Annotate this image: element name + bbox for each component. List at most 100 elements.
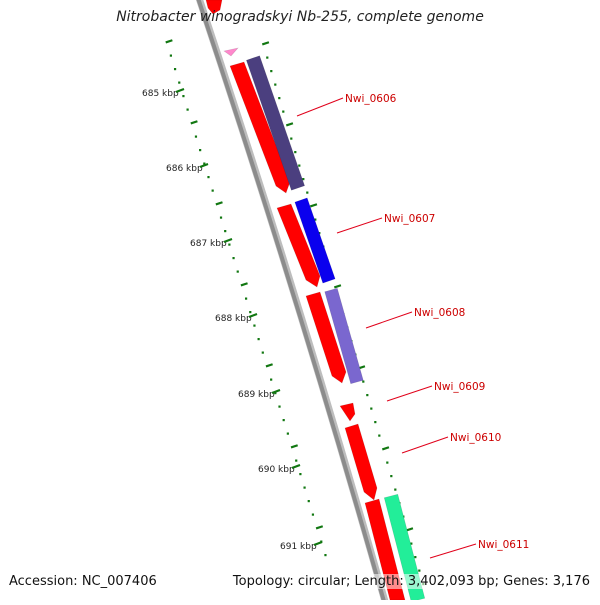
inner-tick-9 xyxy=(203,162,206,165)
outer-tick-10 xyxy=(302,178,305,181)
inner-tick-15 xyxy=(228,243,231,246)
outer-tick-29 xyxy=(378,434,381,437)
inner-tick-7 xyxy=(194,135,198,138)
inner-tick-14 xyxy=(224,230,227,233)
scale-label-4: 689 kbp xyxy=(238,390,275,400)
gene-0609-arrow xyxy=(339,402,356,422)
inner-tick-38 xyxy=(324,554,327,557)
cds-0607-bar xyxy=(294,197,336,284)
inner-tick-27 xyxy=(278,405,281,408)
outer-tick-31 xyxy=(386,461,389,464)
scale-label-5: 690 kbp xyxy=(258,465,295,475)
inner-tick-6 xyxy=(190,120,198,125)
outer-tick-1 xyxy=(266,56,269,59)
inner-tick-33 xyxy=(303,486,306,489)
gene-label-4: Nwi_0610 xyxy=(450,432,501,444)
inner-tick-2 xyxy=(173,68,177,71)
gene-label-0: Nwi_0606 xyxy=(345,93,397,105)
scale-major-tick-4 xyxy=(271,388,281,395)
outer-tick-2 xyxy=(270,70,273,73)
inner-tick-25 xyxy=(270,378,273,381)
map-title: Nitrobacter winogradskyi Nb-255, complet… xyxy=(116,9,484,25)
inner-tick-28 xyxy=(282,419,285,422)
scale-major-tick-1 xyxy=(199,162,209,169)
scale-label-2: 687 kbp xyxy=(190,239,227,249)
inner-tick-5 xyxy=(186,108,189,111)
scale-major-tick-5 xyxy=(291,463,301,470)
inner-tick-21 xyxy=(253,324,256,327)
scale-labels: 685 kbp 686 kbp 687 kbp 688 kbp 689 kbp 690 k… xyxy=(142,87,323,552)
gene-labels: Nwi_0606 Nwi_0607 Nwi_0608 Nwi_0609 Nwi_0610… xyxy=(296,93,529,559)
outer-tick-37 xyxy=(410,542,413,545)
gene-leader-line-4 xyxy=(401,436,449,454)
gene-label-2: Nwi_0608 xyxy=(414,307,465,319)
outer-tick-18 xyxy=(333,284,342,289)
cds-0606-bar xyxy=(246,55,305,191)
backbone-line xyxy=(196,0,387,605)
outer-tick-11 xyxy=(306,191,309,194)
inner-tick-29 xyxy=(286,432,289,435)
outer-tick-8 xyxy=(294,151,297,154)
outer-tick-3 xyxy=(274,83,277,86)
outer-tick-27 xyxy=(370,407,373,410)
outer-tick-38 xyxy=(414,556,417,559)
inner-tick-26 xyxy=(274,392,277,395)
gene-0608-arrow xyxy=(305,291,347,384)
genome-summary: Topology: circular; Length: 3,402,093 bp… xyxy=(232,574,590,589)
inner-tick-34 xyxy=(307,500,310,503)
gene-leader-line-1 xyxy=(336,217,383,234)
outer-tick-36 xyxy=(405,527,414,532)
inner-tick-0 xyxy=(165,39,173,44)
gene-leader-line-0 xyxy=(296,97,344,117)
outer-tick-28 xyxy=(374,421,377,424)
gene-leader-line-2 xyxy=(365,311,413,329)
outer-tick-9 xyxy=(298,164,301,167)
scale-major-tick-2 xyxy=(223,237,233,244)
outer-tick-7 xyxy=(290,137,293,140)
outer-tick-4 xyxy=(278,97,281,100)
scale-label-6: 691 kbp xyxy=(280,542,317,552)
outer-tick-32 xyxy=(390,475,393,478)
gene-leader-line-3 xyxy=(386,385,433,402)
gene-label-1: Nwi_0607 xyxy=(384,213,435,225)
inner-tick-36 xyxy=(315,525,324,530)
inner-tick-17 xyxy=(236,270,239,273)
outer-tick-12 xyxy=(309,203,318,208)
scale-label-1: 686 kbp xyxy=(166,164,203,174)
inner-tick-4 xyxy=(182,95,185,98)
scale-major-tick-0 xyxy=(175,87,185,94)
outer-tick-26 xyxy=(366,394,369,397)
inner-tick-3 xyxy=(178,81,181,84)
inner-tick-12 xyxy=(215,201,223,206)
inner-tick-22 xyxy=(257,338,260,341)
outer-tick-25 xyxy=(362,380,365,383)
gene-0607-arrow xyxy=(276,203,321,288)
scale-label-0: 685 kbp xyxy=(142,89,179,99)
gene-features xyxy=(205,0,426,603)
inner-tick-31 xyxy=(295,459,298,462)
scale-major-tick-3 xyxy=(248,312,258,319)
inner-tick-11 xyxy=(211,189,214,192)
outer-tick-0 xyxy=(261,41,270,46)
inner-tick-16 xyxy=(232,257,235,260)
accession-text: Accession: NC_007406 xyxy=(9,574,157,589)
inner-tick-18 xyxy=(240,282,248,287)
inner-tick-19 xyxy=(244,297,248,300)
gene-label-5: Nwi_0611 xyxy=(478,539,529,551)
scale-label-3: 688 kbp xyxy=(215,314,252,324)
inner-tick-13 xyxy=(219,216,223,219)
inner-tick-10 xyxy=(207,176,210,179)
inner-tick-35 xyxy=(311,513,315,516)
outer-tick-13 xyxy=(314,218,317,221)
genome-backbone xyxy=(195,0,390,605)
inner-tick-32 xyxy=(299,473,302,476)
outer-tick-5 xyxy=(282,110,285,113)
inner-tick-1 xyxy=(169,54,172,57)
inner-tick-24 xyxy=(265,363,273,368)
outer-tick-6 xyxy=(285,122,294,127)
scale-major-tick-6 xyxy=(313,540,323,547)
outer-tick-39 xyxy=(418,569,421,572)
inner-tick-23 xyxy=(261,351,264,354)
